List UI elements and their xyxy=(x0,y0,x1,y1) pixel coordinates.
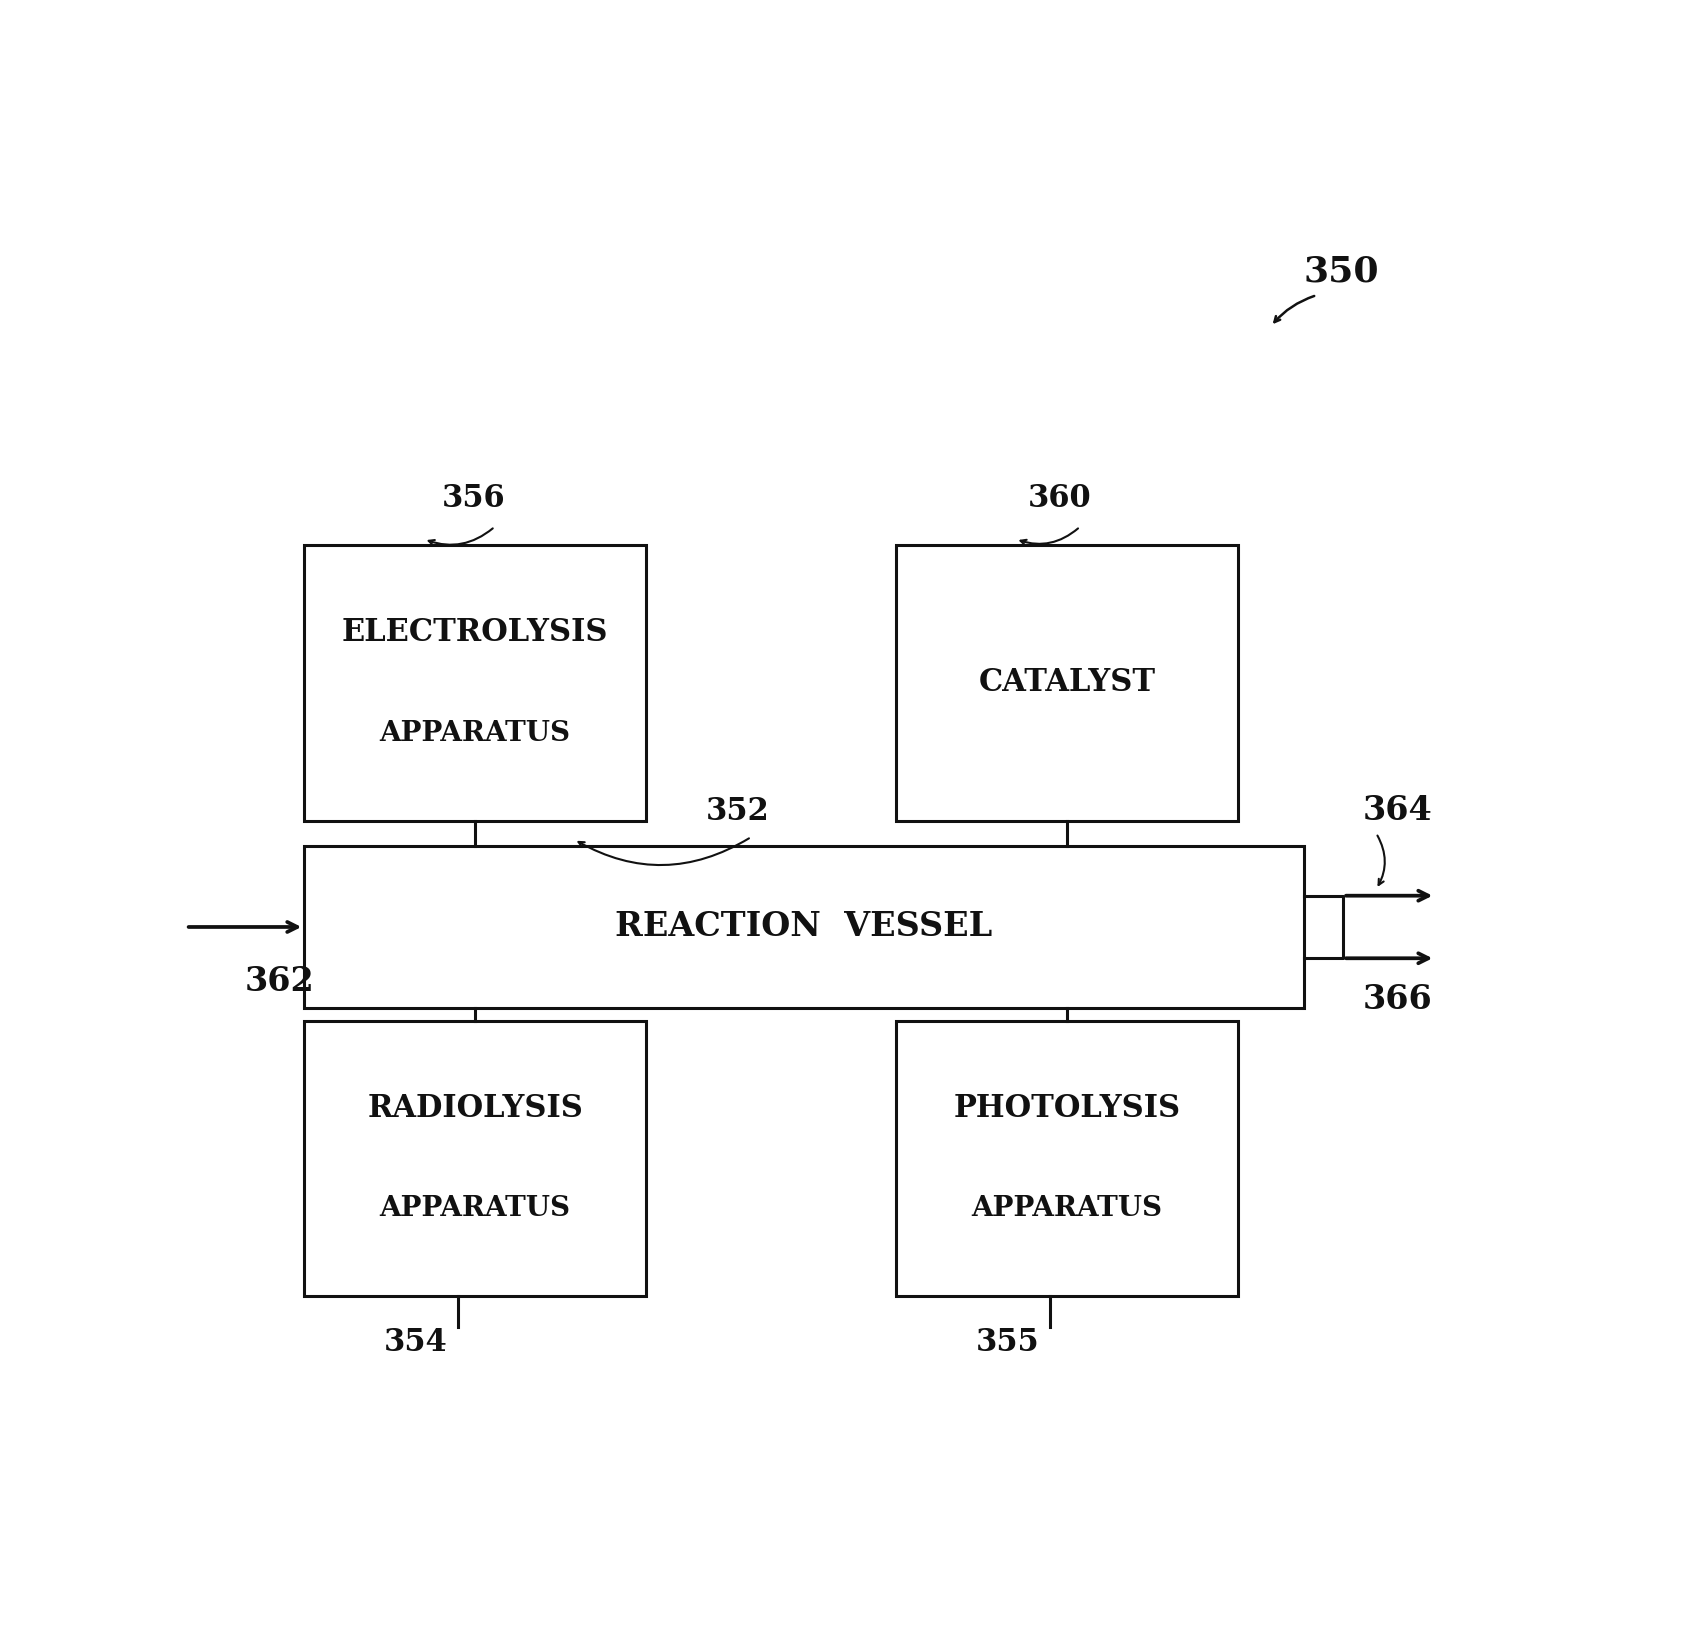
Text: 356: 356 xyxy=(443,483,506,514)
Text: 362: 362 xyxy=(244,965,314,998)
Text: APPARATUS: APPARATUS xyxy=(380,1194,570,1222)
Text: 364: 364 xyxy=(1363,795,1432,827)
Text: 355: 355 xyxy=(976,1328,1040,1358)
Text: REACTION  VESSEL: REACTION VESSEL xyxy=(616,910,993,944)
Bar xyxy=(304,1020,647,1297)
Text: 366: 366 xyxy=(1363,983,1432,1016)
Text: RADIOLYSIS: RADIOLYSIS xyxy=(367,1094,584,1124)
Bar xyxy=(304,546,647,821)
Bar xyxy=(896,546,1237,821)
Bar xyxy=(304,845,1303,1008)
Text: CATALYST: CATALYST xyxy=(979,668,1156,699)
Text: ELECTROLYSIS: ELECTROLYSIS xyxy=(341,618,609,648)
Text: 350: 350 xyxy=(1303,255,1380,289)
Text: APPARATUS: APPARATUS xyxy=(971,1194,1162,1222)
Text: 360: 360 xyxy=(1028,483,1091,514)
Text: 352: 352 xyxy=(706,796,769,827)
Text: PHOTOLYSIS: PHOTOLYSIS xyxy=(954,1094,1181,1124)
Text: 354: 354 xyxy=(384,1328,448,1358)
Bar xyxy=(896,1020,1237,1297)
Text: APPARATUS: APPARATUS xyxy=(380,720,570,746)
